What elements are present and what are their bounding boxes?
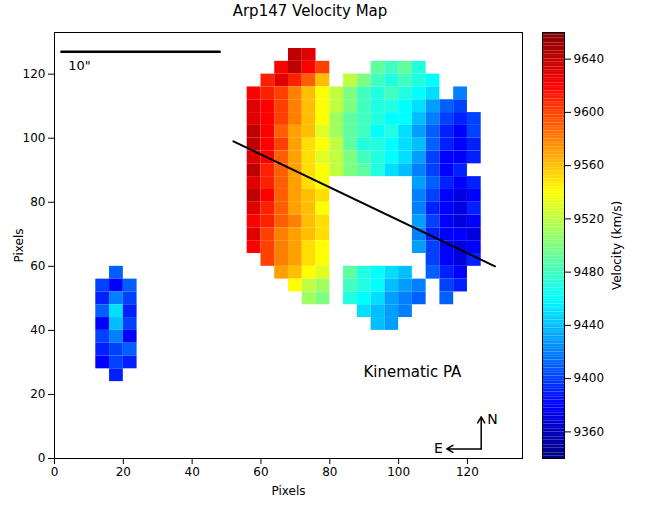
svg-text:E: E <box>434 440 443 456</box>
svg-text:Kinematic PA: Kinematic PA <box>363 363 462 381</box>
svg-text:120: 120 <box>456 465 479 479</box>
svg-text:10": 10" <box>68 58 91 73</box>
svg-text:N: N <box>487 411 497 427</box>
svg-text:80: 80 <box>30 195 45 209</box>
svg-text:0: 0 <box>38 451 46 465</box>
svg-text:60: 60 <box>30 259 45 273</box>
svg-text:Velocity (km/s): Velocity (km/s) <box>610 201 624 290</box>
html-text:Arp147 Velocity Map: Arp147 Velocity Map <box>232 2 388 20</box>
svg-text:40: 40 <box>30 323 45 337</box>
svg-text:20: 20 <box>30 387 45 401</box>
svg-text:9520: 9520 <box>574 212 605 226</box>
svg-text:0: 0 <box>51 465 59 479</box>
svg-text:20: 20 <box>116 465 131 479</box>
svg-text:9440: 9440 <box>574 318 605 332</box>
svg-text:Pixels: Pixels <box>271 484 305 498</box>
svg-text:40: 40 <box>185 465 200 479</box>
svg-text:9400: 9400 <box>574 371 605 385</box>
svg-text:9360: 9360 <box>574 425 605 439</box>
svg-text:100: 100 <box>387 465 410 479</box>
svg-text:60: 60 <box>253 465 268 479</box>
svg-text:120: 120 <box>23 67 46 81</box>
svg-text:9560: 9560 <box>574 158 605 172</box>
svg-text:9640: 9640 <box>574 52 605 66</box>
svg-text:9600: 9600 <box>574 105 605 119</box>
svg-text:80: 80 <box>322 465 337 479</box>
svg-text:9480: 9480 <box>574 265 605 279</box>
svg-text:Pixels: Pixels <box>12 228 26 262</box>
svg-text:100: 100 <box>23 131 46 145</box>
